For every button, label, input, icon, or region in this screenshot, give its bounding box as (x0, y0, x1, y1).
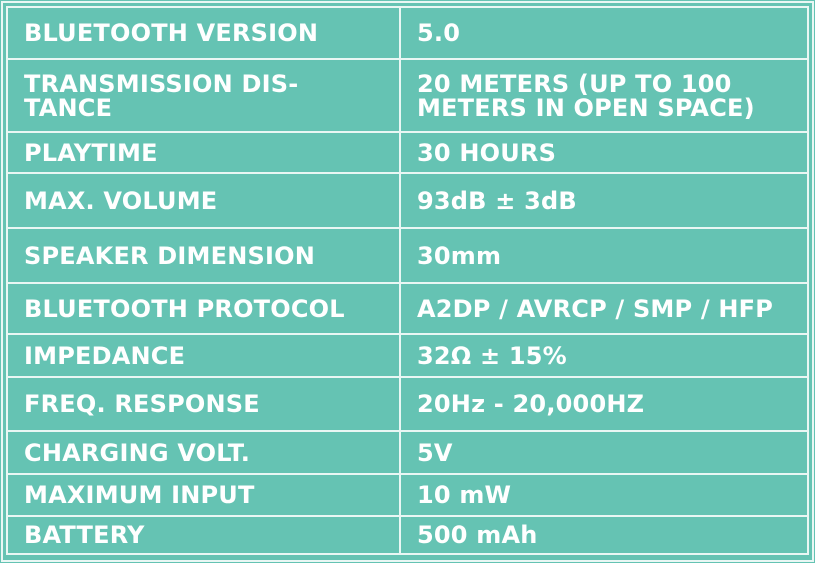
spec-value: 20Hz - 20,000HZ (399, 376, 809, 432)
spec-value: 30mm (399, 227, 809, 284)
spec-value: 30 HOURS (399, 131, 809, 174)
spec-label: FREQ. RESPONSE (6, 376, 401, 432)
spec-row: BLUETOOTH VERSION 5.0 (6, 6, 809, 60)
spec-label: TRANSMISSION DIS- TANCE (6, 58, 401, 133)
spec-value: 10 mW (399, 473, 809, 517)
spec-label: BLUETOOTH VERSION (6, 6, 401, 60)
spec-row: IMPEDANCE 32Ω ± 15% (6, 333, 809, 378)
spec-label: PLAYTIME (6, 131, 401, 174)
spec-label: SPEAKER DIMENSION (6, 227, 401, 284)
spec-row: PLAYTIME 30 HOURS (6, 131, 809, 174)
spec-label: MAX. VOLUME (6, 172, 401, 229)
spec-value: 5.0 (399, 6, 809, 60)
spec-row: BATTERY 500 mAh (6, 515, 809, 555)
spec-value: 32Ω ± 15% (399, 333, 809, 378)
spec-label: BATTERY (6, 515, 401, 555)
spec-label: CHARGING VOLT. (6, 430, 401, 475)
spec-row: CHARGING VOLT. 5V (6, 430, 809, 475)
spec-table: BLUETOOTH VERSION 5.0 TRANSMISSION DIS- TA… (6, 6, 809, 555)
spec-row: BLUETOOTH PROTOCOL A2DP / AVRCP / SMP / H… (6, 282, 809, 335)
spec-label: BLUETOOTH PROTOCOL (6, 282, 401, 335)
spec-value: 5V (399, 430, 809, 475)
spec-row: MAX. VOLUME 93dB ± 3dB (6, 172, 809, 229)
spec-row: SPEAKER DIMENSION 30mm (6, 227, 809, 284)
spec-label: MAXIMUM INPUT (6, 473, 401, 517)
spec-label: IMPEDANCE (6, 333, 401, 378)
spec-value: 20 METERS (UP TO 100 METERS IN OPEN SPAC… (399, 58, 809, 133)
spec-row: TRANSMISSION DIS- TANCE 20 METERS (UP TO … (6, 58, 809, 133)
spec-value: 93dB ± 3dB (399, 172, 809, 229)
spec-row: MAXIMUM INPUT 10 mW (6, 473, 809, 517)
spec-value: A2DP / AVRCP / SMP / HFP (399, 282, 809, 335)
spec-row: FREQ. RESPONSE 20Hz - 20,000HZ (6, 376, 809, 432)
spec-value: 500 mAh (399, 515, 809, 555)
